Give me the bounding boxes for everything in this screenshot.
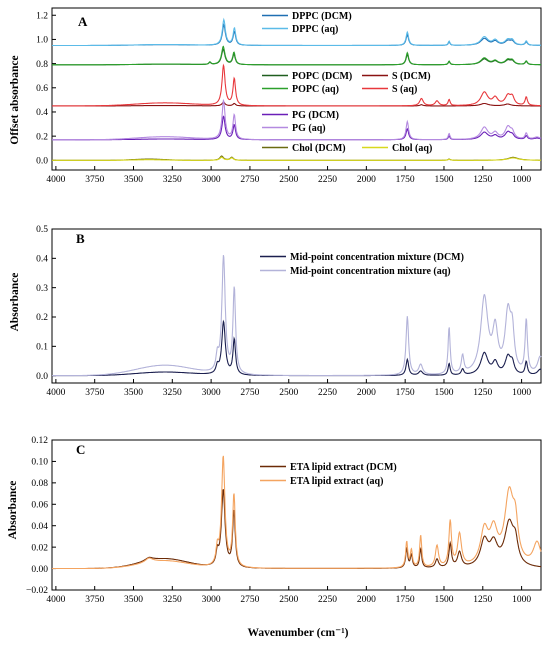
x-tick-label: 3750 [85,595,104,605]
x-tick-label: 3500 [124,388,143,398]
x-tick-label: 2750 [240,175,259,185]
legend-label: DPPC (aq) [292,24,338,35]
legend-label: PG (aq) [292,123,326,134]
y-tick-label: 1.2 [36,11,48,21]
y-tick-label: −0.02 [26,586,48,596]
plot-frame-b [51,228,542,384]
y-tick-label: 0.2 [36,132,48,142]
x-tick-label: 3750 [85,175,104,185]
y-tick-label: 0.5 [36,225,48,235]
series-line-mid-point-concentration-mixture-aq [52,254,542,377]
y-tick-label: 0.08 [31,479,48,489]
y-tick-label: 0.06 [31,500,48,510]
x-tick-label: 3000 [202,175,221,185]
x-tick-label: 1750 [396,175,415,185]
legend-label: Mid-point concentration mixture (DCM) [290,252,464,263]
plot-frame-a [51,7,542,171]
y-tick-label: 0.10 [31,458,48,468]
x-tick-label: 4000 [46,388,65,398]
legend-label: Chol (aq) [392,143,432,154]
legend-label: POPC (aq) [292,84,339,95]
series-line-popc-dcm [52,48,541,66]
x-tick-label: 3500 [124,595,143,605]
x-tick-label: 2500 [279,388,298,398]
y-tick-label: 0.1 [36,343,48,353]
x-tick-label: 3250 [163,175,182,185]
legend-label: S (DCM) [392,71,431,82]
y-tick-label: 0.0 [36,157,48,167]
series-line-eta-lipid-extract-aq [52,455,542,570]
series-line-eta-lipid-extract-dcm [52,489,542,570]
x-tick-label: 1500 [434,175,453,185]
x-tick-label: 2500 [279,175,298,185]
legend-label: PG (DCM) [292,110,339,121]
y-tick-label: 0.0 [36,372,48,382]
legend-label: ETA lipid extract (aq) [290,476,383,487]
x-axis-title: Wavenumber (cm⁻¹) [248,627,349,639]
series-line-chol-aq [52,156,541,161]
x-tick-label: 1250 [473,175,492,185]
y-tick-label: 0.8 [36,60,48,70]
panel-c-y-axis-title: Absorbance [7,481,19,540]
series-line-pg-aq [52,98,542,141]
panel-letter-b: B [76,231,85,246]
panel-a-y-axis-title: Offset absorbance [9,55,21,144]
y-tick-label: 0.02 [31,543,48,553]
panel-letter-a: A [78,14,88,29]
y-tick-label: 0.00 [31,565,48,575]
x-tick-label: 1500 [434,595,453,605]
legend-label: DPPC (DCM) [292,11,352,22]
x-tick-label: 3750 [85,388,104,398]
x-tick-label: 2250 [318,388,337,398]
x-tick-label: 2000 [357,595,376,605]
series-line-dppc-aq [52,17,541,47]
plot-frame-c [51,439,542,591]
x-tick-label: 4000 [46,175,65,185]
x-tick-label: 4000 [46,595,65,605]
x-tick-label: 3250 [163,388,182,398]
y-tick-label: 0.4 [36,255,48,265]
y-tick-label: 0.04 [31,522,48,532]
panel-b-y-axis-title: Absorbance [9,273,21,332]
x-tick-label: 2250 [318,595,337,605]
legend-label: Chol (DCM) [292,143,346,154]
x-tick-label: 2750 [240,388,259,398]
y-tick-label: 0.2 [36,313,48,323]
x-tick-label: 2000 [357,388,376,398]
x-tick-label: 1500 [434,388,453,398]
series-line-popc-aq [52,45,542,66]
x-tick-label: 3500 [124,175,143,185]
legend-label: ETA lipid extract (DCM) [290,462,397,473]
x-tick-label: 1250 [473,388,492,398]
series-line-s-aq [52,63,541,107]
x-tick-label: 2250 [318,175,337,185]
x-tick-label: 2750 [240,595,259,605]
x-tick-label: 1750 [396,388,415,398]
y-tick-label: 0.12 [31,436,48,446]
panel-letter-c: C [76,442,85,457]
x-tick-label: 2000 [357,175,376,185]
x-tick-label: 1000 [512,595,531,605]
legend-label: POPC (DCM) [292,71,352,82]
x-tick-label: 3250 [163,595,182,605]
x-tick-label: 2500 [279,595,298,605]
x-tick-label: 1000 [512,388,531,398]
x-tick-label: 1250 [473,595,492,605]
y-tick-label: 0.3 [36,284,48,294]
y-tick-label: 1.0 [36,36,48,46]
x-tick-label: 3000 [202,388,221,398]
x-tick-label: 1000 [512,175,531,185]
y-tick-label: 0.6 [36,84,48,94]
legend-label: Mid-point concentration mixture (aq) [290,266,451,277]
y-tick-label: 0.4 [36,108,48,118]
x-tick-label: 3000 [202,595,221,605]
legend-label: S (aq) [392,84,417,95]
x-tick-label: 1750 [396,595,415,605]
